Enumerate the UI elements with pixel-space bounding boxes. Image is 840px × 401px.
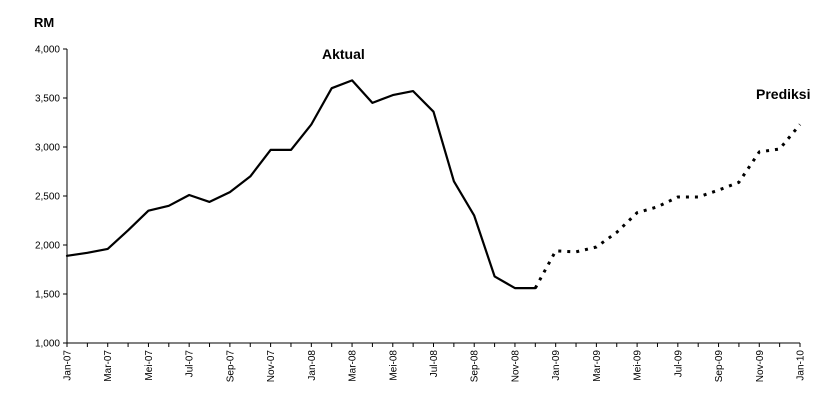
x-tick-label: Sep-07 bbox=[225, 350, 236, 383]
series-line-aktual bbox=[65, 79, 537, 290]
x-tick-label: Mei-08 bbox=[388, 350, 399, 381]
y-tick-label: 2,000 bbox=[35, 241, 60, 252]
x-tick-label: Mei-07 bbox=[144, 350, 155, 381]
annotation-prediksi: Prediksi bbox=[756, 86, 810, 102]
y-tick-label: 1,000 bbox=[35, 339, 60, 350]
series-line-prediksi bbox=[533, 123, 802, 289]
x-tick-label: Jul-07 bbox=[185, 350, 196, 378]
annotation-aktual: Aktual bbox=[322, 46, 365, 62]
x-axis: Jan-07 Mar-07 Mei-07 Jul-07 Sep-07 Nov-07 Jan-… bbox=[63, 342, 807, 383]
x-tick-label: Nov-09 bbox=[755, 350, 766, 383]
x-tick-label: Nov-08 bbox=[510, 350, 521, 383]
x-tick-label: Jan-10 bbox=[796, 350, 807, 381]
x-tick-label: Mar-08 bbox=[348, 350, 359, 382]
y-axis-title: RM bbox=[34, 15, 54, 30]
series-layer bbox=[65, 79, 802, 290]
x-tick-label: Sep-08 bbox=[470, 350, 481, 383]
y-tick-label: 3,000 bbox=[35, 143, 60, 154]
y-tick-label: 3,500 bbox=[35, 94, 60, 105]
y-tick-label: 1,500 bbox=[35, 290, 60, 301]
x-tick-label: Sep-09 bbox=[714, 350, 725, 383]
y-tick-label: 2,500 bbox=[35, 192, 60, 203]
x-tick-label: Mei-09 bbox=[633, 350, 644, 381]
x-tick-label: Mar-07 bbox=[103, 350, 114, 382]
x-tick-label: Mar-09 bbox=[592, 350, 603, 382]
x-tick-label: Jul-09 bbox=[673, 350, 684, 378]
y-tick-label: 4,000 bbox=[35, 45, 60, 56]
y-axis: 1,000 1,500 2,000 2,500 3,000 3,500 4,000 bbox=[35, 45, 68, 350]
x-tick-label: Jul-08 bbox=[429, 350, 440, 378]
x-tick-label: Nov-07 bbox=[266, 350, 277, 383]
x-tick-label: Jan-08 bbox=[307, 350, 318, 381]
x-tick-label: Jan-07 bbox=[63, 350, 74, 381]
x-tick-label: Jan-09 bbox=[551, 350, 562, 381]
